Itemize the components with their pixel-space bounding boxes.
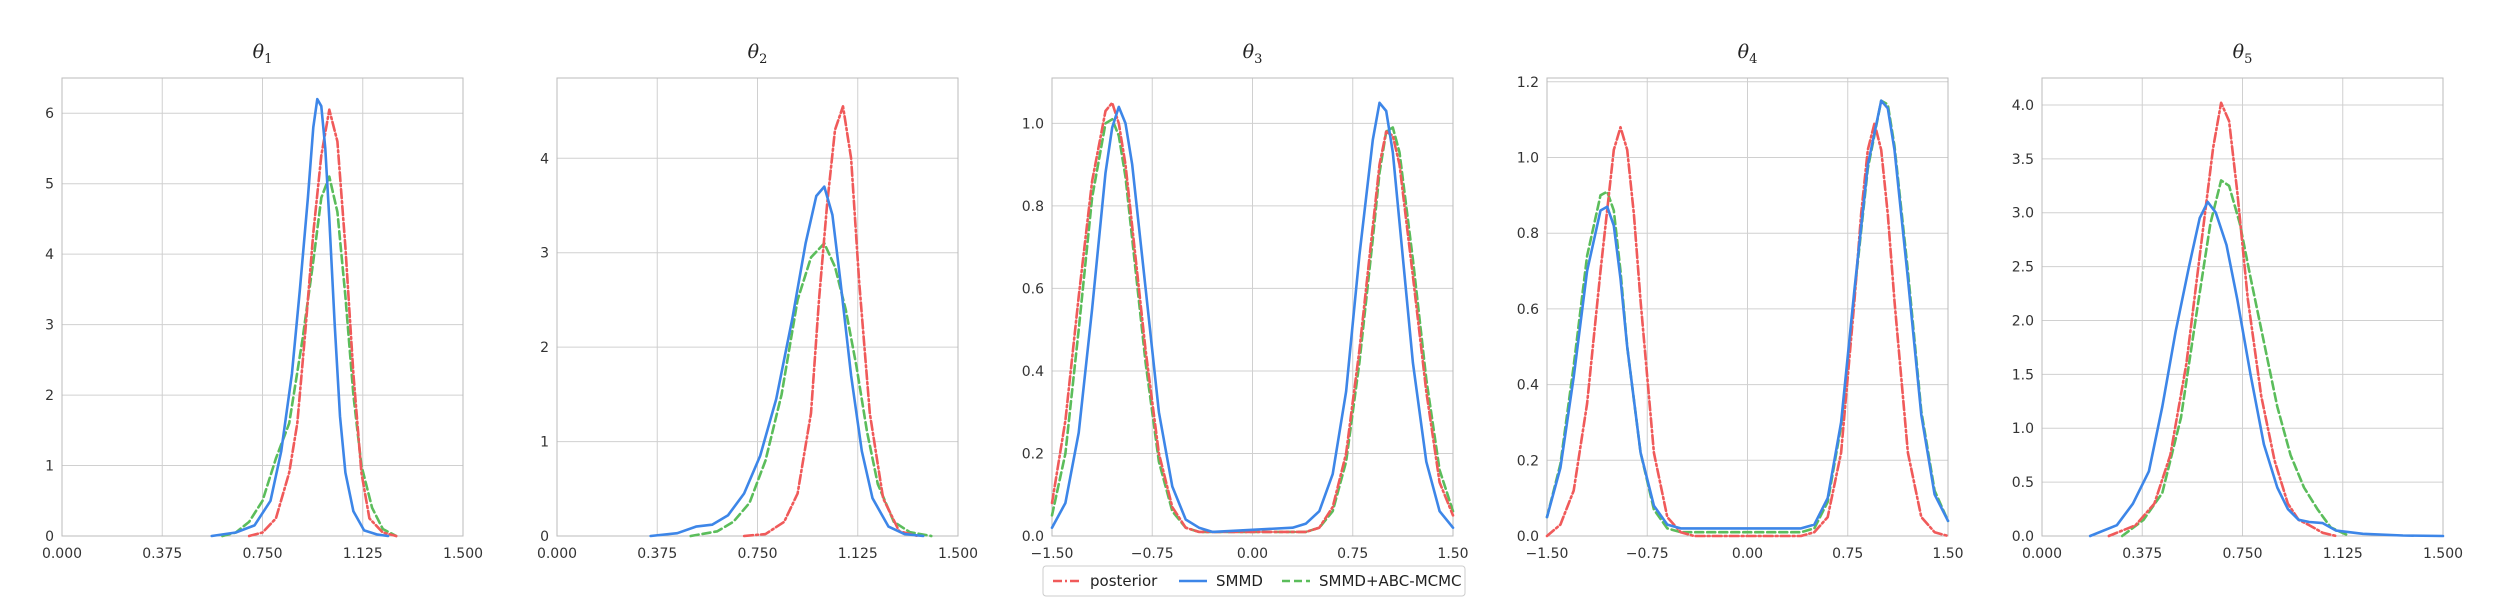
panel-theta-2: 0 1 2 3 4 0.000 0.375 0.750 1.125 1.500 θ2 <box>537 41 978 562</box>
x-tick-label: 0.75 <box>1337 546 1368 562</box>
y-tick-label: 0.5 <box>2012 475 2034 491</box>
x-tick-label: 0.000 <box>2022 546 2062 562</box>
y-tick-label: 0.6 <box>1517 302 1539 318</box>
y-tick-label: 3.0 <box>2012 206 2034 222</box>
y-tick-label: 0 <box>540 529 549 545</box>
y-tick-label: 0.2 <box>1022 446 1044 462</box>
y-tick-label: 1.0 <box>1517 150 1539 166</box>
x-tick-label: 0.000 <box>537 546 577 562</box>
y-tick-label: 2.5 <box>2012 260 2034 276</box>
x-tick-label: 0.750 <box>242 546 282 562</box>
x-tick-label: 1.500 <box>2423 546 2463 562</box>
series-line-posterior <box>2107 101 2338 538</box>
y-tick-label: 3 <box>45 318 54 334</box>
x-tick-label: 0.00 <box>1732 546 1763 562</box>
x-tick-label: 1.50 <box>1437 546 1468 562</box>
series-line-abc <box>2120 179 2351 538</box>
series-line-abc <box>221 175 398 538</box>
series-line-abc <box>689 242 933 538</box>
y-tick-label: 0.4 <box>1022 364 1044 380</box>
x-tick-label: 1.125 <box>838 546 878 562</box>
y-tick-label: 1.0 <box>1022 116 1044 132</box>
y-tick-label: 2 <box>540 340 549 356</box>
x-tick-label: 1.500 <box>938 546 978 562</box>
y-tick-label: 0.0 <box>2012 529 2034 545</box>
y-tick-label: 0.8 <box>1517 226 1539 242</box>
y-tick-label: 3 <box>540 246 549 262</box>
x-tick-label: 0.750 <box>2222 546 2262 562</box>
legend-label-posterior: posterior <box>1090 572 1158 590</box>
y-tick-label: 3.5 <box>2012 152 2034 168</box>
series-line-smmd <box>1050 101 1455 534</box>
panel-title: θ5 <box>2233 41 2253 67</box>
y-tick-label: 0 <box>45 529 54 545</box>
x-tick-label: 0.750 <box>737 546 777 562</box>
y-tick-label: 0.0 <box>1517 529 1539 545</box>
y-tick-label: 0.2 <box>1517 453 1539 469</box>
y-tick-label: 5 <box>45 177 54 193</box>
legend-item-posterior: posterior <box>1053 572 1158 590</box>
y-tick-label: 1.2 <box>1517 75 1539 91</box>
legend-label-smmd: SMMD <box>1216 572 1263 590</box>
x-tick-label: 1.125 <box>2323 546 2363 562</box>
y-tick-label: 6 <box>45 106 54 122</box>
y-tick-label: 2.0 <box>2012 313 2034 329</box>
x-tick-label: 0.75 <box>1832 546 1863 562</box>
plot-frame <box>61 77 464 537</box>
legend-item-smmd: SMMD <box>1179 572 1263 590</box>
y-tick-label: 4 <box>540 151 549 167</box>
x-tick-label: 0.375 <box>2122 546 2162 562</box>
x-tick-label: 0.000 <box>42 546 82 562</box>
x-tick-label: −0.75 <box>1131 546 1174 562</box>
panel-title: θ4 <box>1738 41 1758 67</box>
legend-frame <box>1042 565 1466 597</box>
series-line-posterior <box>742 105 920 538</box>
y-tick-label: 1 <box>540 435 549 451</box>
series-line-smmd <box>1545 99 1950 530</box>
x-tick-label: −1.50 <box>1031 546 1074 562</box>
legend: posterior SMMD SMMD+ABC-MCMC <box>1042 565 1466 597</box>
x-tick-label: 0.375 <box>637 546 677 562</box>
x-tick-label: 1.50 <box>1932 546 1963 562</box>
x-tick-label: −0.75 <box>1626 546 1669 562</box>
panel-theta-5: 0.0 0.5 1.0 1.5 2.0 2.5 3.0 3.5 4.0 0.000 0.375 0.7… <box>2012 41 2463 562</box>
y-tick-label: 0.0 <box>1022 529 1044 545</box>
legend-item-abc: SMMD+ABC-MCMC <box>1282 572 1462 590</box>
series-line-smmd <box>2088 200 2445 538</box>
y-tick-label: 0.6 <box>1022 281 1044 297</box>
y-tick-label: 1 <box>45 459 54 475</box>
series-line-posterior <box>1545 122 1950 538</box>
x-tick-label: 0.00 <box>1237 546 1268 562</box>
y-tick-label: 4 <box>45 247 54 263</box>
y-tick-label: 2 <box>45 388 54 404</box>
plot-frame <box>2041 77 2444 537</box>
series-line-smmd <box>649 185 925 538</box>
x-tick-label: −1.50 <box>1526 546 1569 562</box>
plot-frame <box>1051 77 1454 537</box>
series-line-smmd <box>210 97 390 538</box>
y-tick-label: 0.8 <box>1022 199 1044 215</box>
panel-theta-3: 0.0 0.2 0.4 0.6 0.8 1.0 −1.50 −0.75 0.00 0.75 1.50… <box>1022 41 1469 562</box>
x-tick-label: 0.375 <box>142 546 182 562</box>
panel-title: θ1 <box>253 41 273 67</box>
panel-title: θ3 <box>1243 41 1263 67</box>
panel-theta-1: 0 1 2 3 4 5 6 0.000 0.375 0.750 1.125 1.500 θ1 <box>42 41 483 562</box>
x-tick-label: 1.500 <box>443 546 483 562</box>
legend-label-abc: SMMD+ABC-MCMC <box>1319 572 1462 590</box>
y-tick-label: 1.5 <box>2012 367 2034 383</box>
series-line-posterior <box>247 108 398 538</box>
y-tick-label: 0.4 <box>1517 378 1539 394</box>
y-tick-label: 4.0 <box>2012 98 2034 114</box>
panel-title: θ2 <box>748 41 768 67</box>
series-line-posterior <box>1050 101 1455 534</box>
x-tick-label: 1.125 <box>343 546 383 562</box>
panel-theta-4: 0.0 0.2 0.4 0.6 0.8 1.0 1.2 −1.50 −0.75 0.00 0.75 1… <box>1517 41 1964 562</box>
y-tick-label: 1.0 <box>2012 421 2034 437</box>
